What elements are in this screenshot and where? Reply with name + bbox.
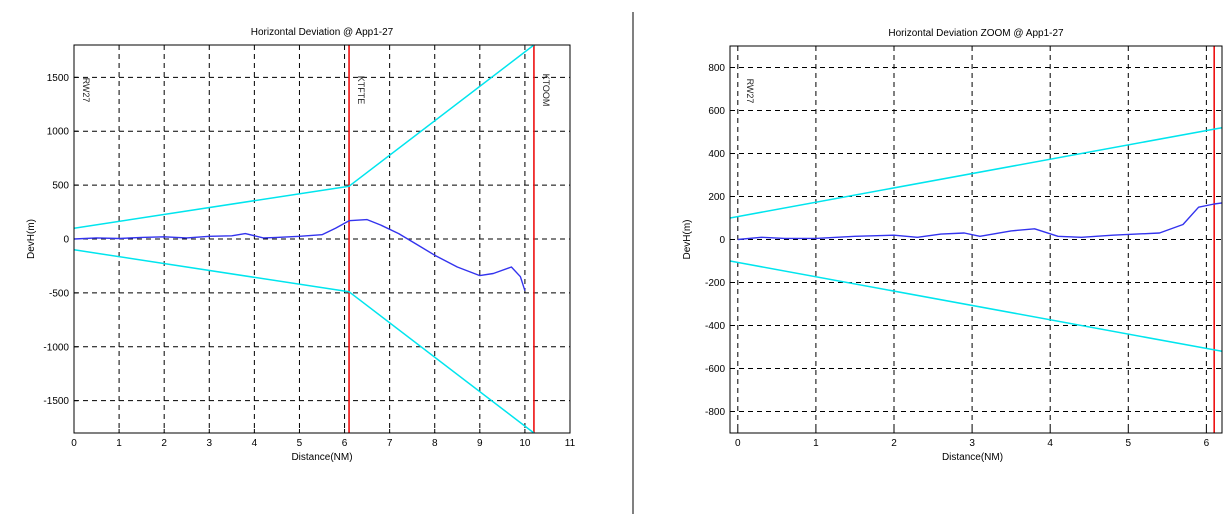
y-tick-label: 200: [708, 192, 725, 203]
y-tick-label: 400: [708, 149, 725, 160]
x-tick-label: 8: [432, 438, 438, 449]
x-tick-label: 5: [1126, 438, 1132, 449]
y-tick-label: -200: [705, 278, 725, 289]
chart-horizontal-deviation: Horizontal Deviation @ App1-27 0 1 2 3 4 5 6 7 8 9…: [26, 27, 576, 463]
y-tick-label: 0: [719, 235, 725, 246]
x-tick-label: 4: [252, 438, 258, 449]
x-tick-label: 3: [969, 438, 975, 449]
x-tick-label: 0: [735, 438, 741, 449]
series-lower-limit: [74, 249, 535, 433]
series-lower-limit: [730, 260, 1222, 353]
x-tick-label: 7: [387, 438, 393, 449]
x-tick-label: 1: [116, 438, 122, 449]
x-tick-label: 10: [519, 438, 531, 449]
y-tick-label: -800: [705, 407, 725, 418]
x-tick-label: 6: [342, 438, 348, 449]
x-tick-label: 5: [297, 438, 303, 449]
chart-title: Horizontal Deviation @ App1-27: [251, 27, 394, 38]
y-axis-label: DevH(m): [682, 220, 693, 260]
chart-horizontal-deviation-zoom: Horizontal Deviation ZOOM @ App1-27 0 1 2 3 4…: [682, 28, 1223, 463]
vline-label-ktoom: KTOOM: [541, 74, 551, 107]
y-tick-label: 1000: [47, 127, 70, 138]
series-upper-limit: [74, 45, 535, 229]
x-tick-label: 4: [1047, 438, 1053, 449]
series-deviation: [737, 202, 1222, 241]
plot-frame: [73, 44, 571, 434]
plot-area: [74, 45, 535, 433]
y-tick-label: -1500: [43, 396, 69, 407]
y-tick-label: -600: [705, 364, 725, 375]
x-tick-label: 11: [565, 438, 576, 449]
y-tick-label: -500: [49, 288, 69, 299]
y-tick-label: 1500: [47, 73, 70, 84]
x-tick-label: 0: [71, 438, 77, 449]
y-tick-label: 600: [708, 106, 725, 117]
y-axis-label: DevH(m): [26, 219, 37, 259]
y-tick-label: -400: [705, 321, 725, 332]
y-tick-label: 0: [63, 235, 69, 246]
plot-area: [730, 46, 1222, 433]
vline-label-rw27: RW27: [81, 78, 91, 103]
x-axis-label: Distance(NM): [291, 452, 352, 463]
x-tick-label: 6: [1204, 438, 1210, 449]
vline-label-ktfte: KTFTE: [356, 76, 366, 105]
x-tick-label: 2: [891, 438, 897, 449]
series-deviation: [74, 218, 526, 291]
x-tick-label: 3: [206, 438, 212, 449]
plot-frame: [729, 45, 1223, 434]
y-tick-label: -1000: [43, 342, 69, 353]
series-upper-limit: [730, 126, 1222, 219]
chart-title: Horizontal Deviation ZOOM @ App1-27: [888, 28, 1064, 39]
x-tick-label: 2: [161, 438, 167, 449]
vline-label-rw27: RW27: [745, 79, 755, 104]
x-tick-label: 9: [477, 438, 483, 449]
y-tick-label: 500: [52, 181, 69, 192]
x-axis-label: Distance(NM): [942, 452, 1003, 463]
y-tick-label: 800: [708, 63, 725, 74]
x-tick-label: 1: [813, 438, 819, 449]
